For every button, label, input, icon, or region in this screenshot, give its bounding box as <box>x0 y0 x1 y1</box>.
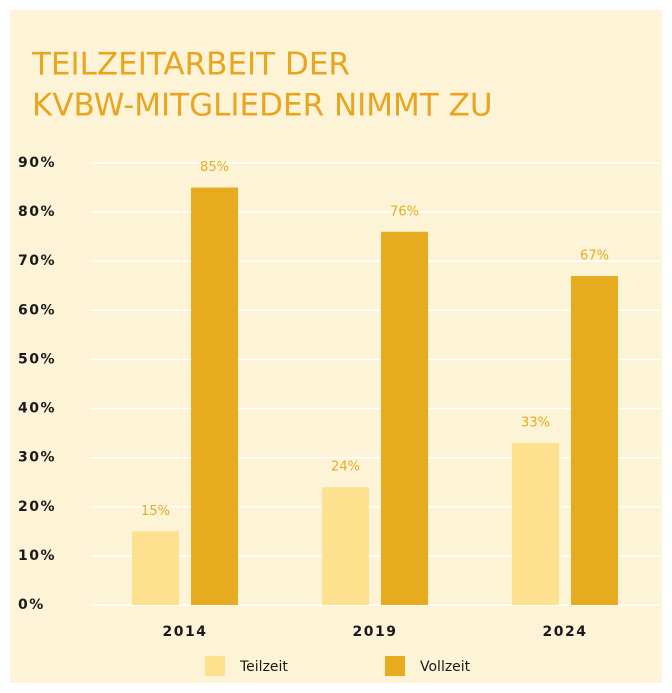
y-tick-label: 70% <box>18 253 56 269</box>
value-label: 76% <box>390 204 419 219</box>
chart-title: KVBW-MITGLIEDER NIMMT ZU <box>32 88 493 124</box>
y-tick-label: 50% <box>18 351 56 367</box>
legend-label: Teilzeit <box>239 659 288 675</box>
value-label: 33% <box>521 415 550 430</box>
y-tick-label: 10% <box>18 548 56 564</box>
value-label: 24% <box>331 460 360 475</box>
y-tick-label: 40% <box>18 401 56 417</box>
bar <box>322 487 369 605</box>
bar <box>191 187 238 606</box>
x-tick-label: 2014 <box>163 624 208 640</box>
legend-swatch <box>205 656 225 676</box>
value-label: 15% <box>141 504 170 519</box>
value-label: 85% <box>200 160 229 175</box>
bar <box>381 231 428 605</box>
y-tick-label: 30% <box>18 450 56 466</box>
y-tick-label: 90% <box>18 155 56 171</box>
legend-label: Vollzeit <box>420 659 471 675</box>
chart-title: TEILZEITARBEIT DER <box>31 47 350 83</box>
bar <box>512 442 559 605</box>
bar <box>571 275 618 605</box>
value-label: 67% <box>580 248 609 263</box>
y-tick-label: 60% <box>18 302 56 318</box>
x-tick-label: 2019 <box>353 624 398 640</box>
legend-swatch <box>385 656 405 676</box>
y-tick-label: 0% <box>18 597 45 613</box>
y-tick-label: 80% <box>18 204 56 220</box>
x-tick-label: 2024 <box>543 624 588 640</box>
y-tick-label: 20% <box>18 499 56 515</box>
bar <box>132 531 179 605</box>
